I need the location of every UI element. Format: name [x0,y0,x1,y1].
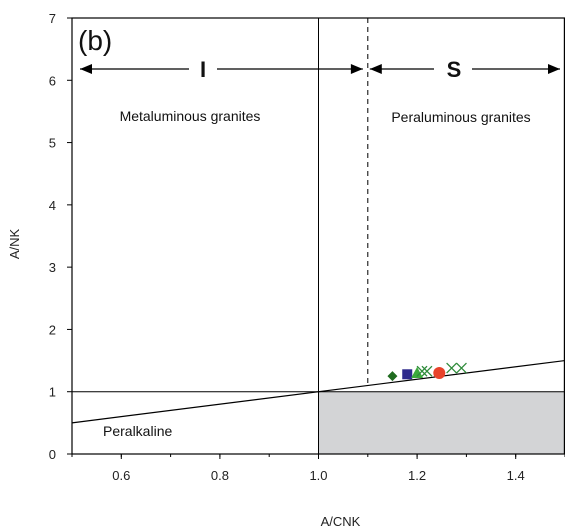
arrow-head [369,64,382,74]
peraluminous-label: Peraluminous granites [391,109,530,125]
metaluminous-label: Metaluminous granites [120,108,261,124]
arrow-head [80,64,92,74]
s-type-arrows [369,64,560,74]
i-type-label: I [200,57,206,82]
y-tick-label: 1 [49,385,56,400]
data-points [387,362,467,382]
cross-point [446,362,458,374]
ank-equals-acnk-line [71,359,565,424]
y-tick-label: 4 [49,198,56,213]
y-axis: 0 1 2 3 4 5 6 7 [49,11,72,462]
shaded-region [318,391,565,454]
cross-point [416,365,428,377]
triangle-point [411,367,424,379]
peralkaline-label: Peralkaline [103,423,172,439]
arrow-head [350,64,363,74]
diamond-point [387,371,398,382]
y-tick-label: 5 [49,136,56,151]
panel-label: (b) [78,25,112,56]
y-tick-label: 3 [49,260,56,275]
arrow-head [548,64,560,74]
y-axis-title: A/NK [7,229,22,260]
x-tick-label: 0.8 [211,468,229,483]
x-tick-label: 1.0 [309,468,327,483]
x-tick-label: 0.6 [112,468,130,483]
cross-point [421,365,433,377]
x-tick-label: 1.4 [507,468,525,483]
s-type-label: S [447,57,462,82]
cross-point [456,362,467,374]
y-tick-label: 2 [49,322,56,337]
i-type-arrows [80,64,363,74]
y-tick-label: 6 [49,73,56,88]
square-point [402,369,413,380]
x-axis-title: A/CNK [321,514,361,529]
circle-point [433,367,446,380]
y-tick-label: 0 [49,447,56,462]
y-tick-label: 7 [49,11,56,26]
x-tick-label: 1.2 [408,468,426,483]
x-axis: 0.6 0.8 1.0 1.2 1.4 [71,454,565,483]
